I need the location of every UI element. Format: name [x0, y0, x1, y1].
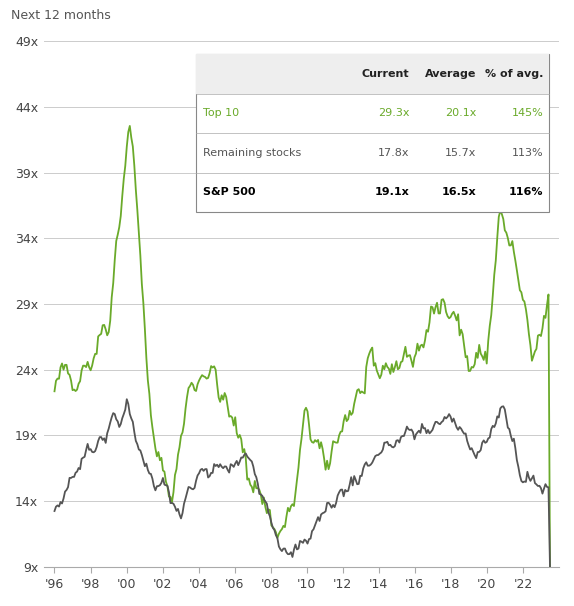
Text: 116%: 116% [509, 187, 544, 198]
Text: 19.1x: 19.1x [375, 187, 410, 198]
Text: Average: Average [425, 69, 476, 79]
Text: 15.7x: 15.7x [445, 148, 476, 158]
Text: 17.8x: 17.8x [378, 148, 410, 158]
Text: 113%: 113% [512, 148, 544, 158]
Text: Top 10: Top 10 [203, 108, 239, 119]
Text: % of avg.: % of avg. [485, 69, 544, 79]
Bar [196, 55, 549, 94]
Text: 20.1x: 20.1x [445, 108, 476, 119]
Text: Next 12 months: Next 12 months [11, 9, 111, 22]
Bar [196, 55, 549, 212]
Text: 145%: 145% [512, 108, 544, 119]
Text: 29.3x: 29.3x [378, 108, 410, 119]
Text: Remaining stocks: Remaining stocks [203, 148, 302, 158]
Text: Current: Current [362, 69, 410, 79]
Text: 16.5x: 16.5x [442, 187, 476, 198]
Text: S&P 500: S&P 500 [203, 187, 256, 198]
